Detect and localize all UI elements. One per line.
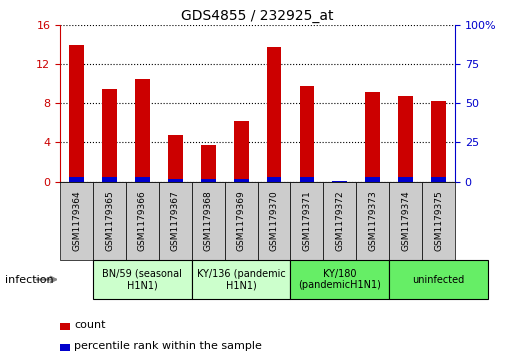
Bar: [225, 182, 257, 260]
Bar: [159, 182, 192, 260]
Bar: [366, 177, 380, 182]
Text: GSM1179367: GSM1179367: [171, 190, 180, 251]
Bar: [290, 260, 389, 299]
Text: GSM1179369: GSM1179369: [236, 190, 246, 251]
Bar: [126, 182, 159, 260]
Bar: [356, 182, 389, 260]
Bar: [102, 177, 117, 182]
Text: KY/136 (pandemic
H1N1): KY/136 (pandemic H1N1): [197, 269, 286, 290]
Bar: [168, 179, 183, 182]
Bar: [192, 182, 225, 260]
Bar: [192, 260, 290, 299]
Bar: [69, 45, 84, 182]
Bar: [422, 182, 455, 260]
Bar: [135, 79, 150, 182]
Bar: [290, 182, 323, 260]
Bar: [234, 179, 248, 182]
Text: GSM1179371: GSM1179371: [302, 190, 311, 251]
Text: GSM1179373: GSM1179373: [368, 190, 377, 251]
Bar: [201, 179, 215, 182]
Bar: [267, 177, 281, 182]
Bar: [366, 92, 380, 182]
Bar: [333, 181, 347, 182]
Title: GDS4855 / 232925_at: GDS4855 / 232925_at: [181, 9, 334, 23]
Text: GSM1179375: GSM1179375: [434, 190, 443, 251]
Bar: [257, 182, 290, 260]
Bar: [389, 260, 488, 299]
Bar: [431, 101, 446, 182]
Text: GSM1179374: GSM1179374: [401, 190, 410, 251]
Bar: [60, 344, 70, 351]
Bar: [431, 178, 446, 182]
Bar: [234, 121, 248, 182]
Bar: [60, 182, 93, 260]
Text: uninfected: uninfected: [413, 274, 464, 285]
Text: percentile rank within the sample: percentile rank within the sample: [74, 341, 262, 351]
Text: KY/180
(pandemicH1N1): KY/180 (pandemicH1N1): [299, 269, 381, 290]
Bar: [201, 146, 215, 182]
Text: GSM1179364: GSM1179364: [72, 190, 81, 251]
Bar: [102, 89, 117, 182]
Bar: [135, 177, 150, 182]
Bar: [389, 182, 422, 260]
Text: GSM1179365: GSM1179365: [105, 190, 114, 251]
Bar: [93, 182, 126, 260]
Bar: [60, 323, 70, 330]
Bar: [398, 95, 413, 182]
Bar: [69, 177, 84, 182]
Bar: [333, 181, 347, 182]
Bar: [398, 177, 413, 182]
Bar: [300, 177, 314, 182]
Text: GSM1179372: GSM1179372: [335, 190, 344, 251]
Text: GSM1179366: GSM1179366: [138, 190, 147, 251]
Text: infection: infection: [5, 274, 54, 285]
Bar: [267, 47, 281, 182]
Bar: [93, 260, 192, 299]
Bar: [300, 86, 314, 182]
Text: BN/59 (seasonal
H1N1): BN/59 (seasonal H1N1): [103, 269, 183, 290]
Bar: [323, 182, 356, 260]
Bar: [168, 135, 183, 182]
Text: count: count: [74, 320, 106, 330]
Text: GSM1179368: GSM1179368: [204, 190, 213, 251]
Text: GSM1179370: GSM1179370: [269, 190, 279, 251]
